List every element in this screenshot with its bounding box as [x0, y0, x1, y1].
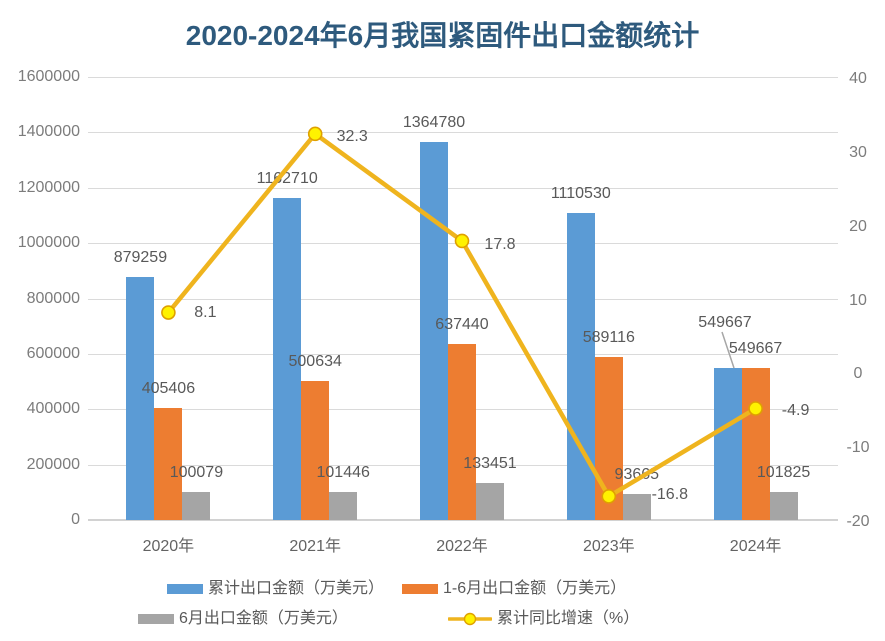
legend-item-growth-rate: 累计同比增速（%）	[448, 609, 639, 629]
bar-value-label: 549667	[728, 339, 783, 357]
legend-label: 1-6月出口金额（万美元）	[443, 580, 627, 597]
bar-value-label: 1364780	[402, 114, 466, 132]
left-axis-tick: 1200000	[17, 178, 80, 196]
bar-value-label: 1110530	[550, 184, 611, 202]
x-axis-label-2024年: 2024年	[729, 538, 782, 555]
gridline	[88, 132, 838, 134]
line-value-label: -4.9	[781, 401, 810, 419]
right-axis-tick: 0	[853, 365, 863, 383]
gridline	[88, 298, 838, 300]
right-axis-tick: 30	[849, 143, 867, 161]
bar-june-2020年	[182, 492, 211, 520]
bar-jan-jun-2020年	[154, 407, 183, 520]
plot-area: 879259 1162710 1364780 1110530 549667 405406 5…	[88, 77, 838, 521]
bar-value-label: 500634	[288, 353, 342, 371]
legend-item-june: 6月出口金额（万美元）	[138, 609, 348, 629]
bar-value-label: 405406	[141, 379, 196, 397]
bar-value-label: 549667	[698, 314, 752, 331]
legend-label: 6月出口金额（万美元）	[179, 610, 348, 627]
bar-jan-jun-2022年	[448, 343, 476, 520]
gridline	[88, 77, 838, 78]
bar-value-label: 101825	[756, 463, 811, 481]
line-marker-icon	[454, 233, 470, 249]
bar-cumulative-2021年	[273, 198, 302, 520]
right-axis-tick: 20	[849, 217, 867, 235]
bar-cumulative-2024年	[713, 367, 742, 520]
growth-rate-line-layer	[161, 126, 763, 504]
line-marker-icon	[307, 126, 323, 142]
bar-value-label: 101446	[316, 463, 370, 481]
legend-label: 累计出口金额（万美元）	[208, 580, 385, 597]
left-axis-tick: 600000	[26, 344, 80, 362]
label-leader-line	[721, 331, 735, 369]
line-value-label: 17.8	[484, 235, 516, 253]
right-axis-tick: 10	[849, 291, 867, 309]
bar-june-2023年	[622, 494, 651, 520]
left-axis-tick: 1600000	[17, 68, 80, 85]
legend-swatch-icon	[167, 584, 203, 594]
left-axis-tick: 1000000	[17, 234, 80, 252]
bar-june-2024年	[769, 491, 798, 520]
x-axis-label-2020年: 2020年	[142, 538, 195, 555]
legend-label: 累计同比增速（%）	[497, 610, 640, 627]
bar-value-label: 589116	[582, 328, 635, 346]
bar-cumulative-2023年	[566, 212, 595, 520]
bar-value-label: 133451	[463, 455, 517, 473]
line-value-label: 8.1	[194, 303, 217, 321]
line-marker-icon	[601, 489, 617, 504]
bar-value-label: 100079	[169, 464, 224, 482]
bar-jan-jun-2021年	[301, 381, 330, 520]
line-value-label: -16.8	[651, 486, 689, 504]
bar-june-2021年	[329, 491, 358, 520]
line-value-label: 32.3	[336, 127, 368, 145]
legend-swatch-icon	[138, 614, 174, 624]
left-axis-tick: 200000	[26, 455, 80, 473]
x-axis-label-2022年: 2022年	[436, 538, 488, 555]
legend-swatch-icon	[402, 584, 438, 594]
left-axis-tick: 1400000	[17, 123, 80, 141]
right-axis-tick: -20	[846, 513, 870, 530]
gridline	[88, 187, 838, 189]
legend-line-marker-icon	[448, 612, 492, 626]
legend-item-jan-jun: 1-6月出口金额（万美元）	[402, 579, 626, 599]
growth-rate-line	[166, 131, 758, 499]
legend-item-cumulative: 累计出口金额（万美元）	[167, 579, 384, 599]
bar-cumulative-2020年	[126, 276, 155, 520]
chart-title: 2020-2024年6月我国紧固件出口金额统计	[185, 20, 700, 51]
x-axis-line	[88, 519, 838, 521]
bar-value-label: 879259	[113, 248, 168, 266]
bar-june-2022年	[476, 483, 504, 520]
line-marker-icon	[161, 305, 176, 320]
bar-jan-jun-2024年	[741, 367, 770, 520]
line-marker-icon	[748, 401, 763, 416]
left-axis-tick: 800000	[26, 289, 80, 307]
left-axis-tick: 400000	[26, 400, 80, 418]
bar-value-label: 1162710	[256, 170, 318, 188]
x-axis-label-2021年: 2021年	[289, 538, 341, 555]
bar-cumulative-2022年	[420, 142, 448, 520]
left-axis-tick: 0	[71, 511, 80, 528]
x-axis-label-2023年: 2023年	[582, 538, 635, 555]
right-axis-tick: -10	[846, 439, 870, 457]
right-axis-tick: 40	[849, 70, 867, 87]
bar-value-label: 637440	[435, 315, 489, 333]
